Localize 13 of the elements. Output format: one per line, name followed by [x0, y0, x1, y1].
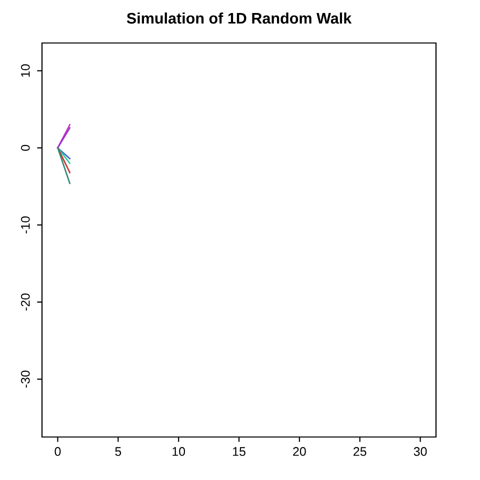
- y-tick-label: -10: [20, 216, 30, 234]
- x-tick-label: 15: [233, 447, 246, 456]
- y-tick-label: 10: [20, 64, 30, 77]
- x-tick-label: 25: [354, 447, 366, 456]
- y-tick-label: -20: [20, 294, 30, 311]
- x-tick-label: 10: [172, 447, 186, 456]
- y-tick-label: -30: [20, 370, 30, 388]
- y-tick-label: 0: [20, 144, 30, 151]
- chart-title: Simulation of 1D Random Walk: [126, 12, 352, 24]
- x-tick-label: 5: [115, 447, 122, 456]
- x-tick-label: 30: [414, 447, 427, 456]
- x-tick-label: 0: [54, 447, 61, 456]
- x-tick-label: 20: [293, 447, 306, 456]
